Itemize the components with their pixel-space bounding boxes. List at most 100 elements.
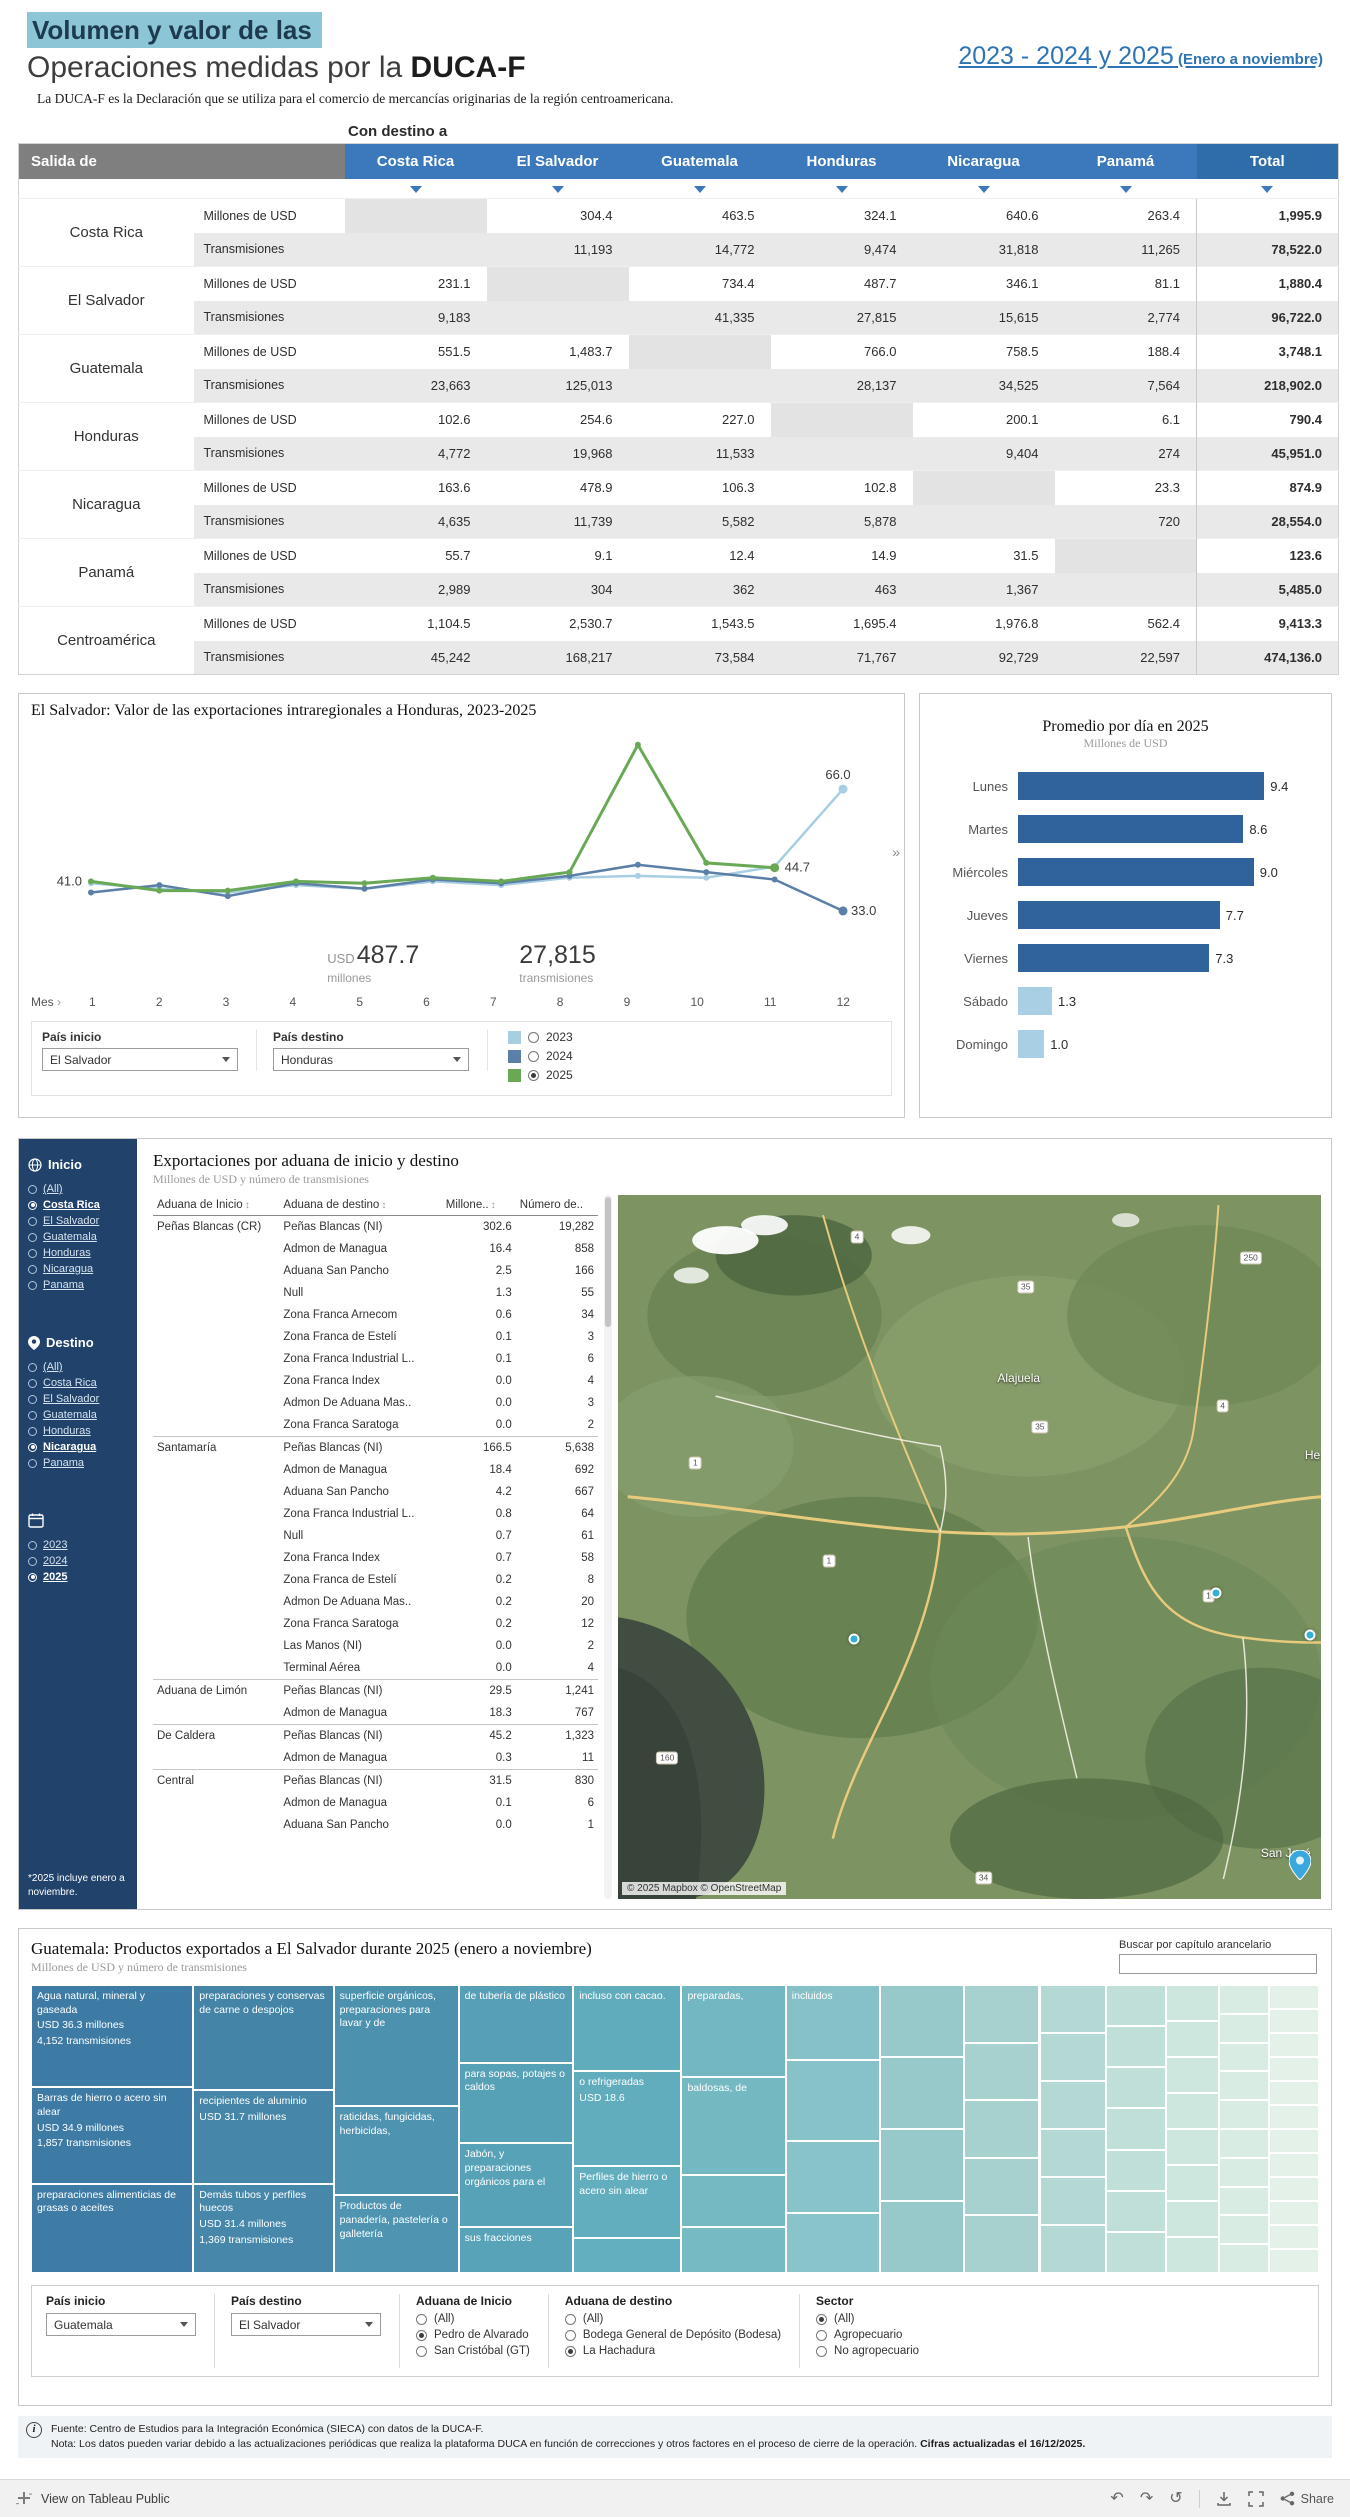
inicio-option[interactable]: (All): [28, 1183, 128, 1195]
treemap-cell[interactable]: [1219, 2187, 1269, 2216]
treemap-cell[interactable]: [1219, 2129, 1269, 2158]
treemap-cell[interactable]: [786, 2141, 880, 2213]
replay-icon[interactable]: ↺: [1169, 2491, 1182, 2507]
bar[interactable]: [1018, 772, 1264, 800]
aduana-row[interactable]: Zona Franca Saratoga0.02: [153, 1414, 598, 1437]
chapter-search-input[interactable]: [1119, 1954, 1317, 1974]
treemap-cell[interactable]: Productos de panadería, pastelería o gal…: [334, 2195, 459, 2273]
aduana-row[interactable]: Admon De Aduana Mas..0.03: [153, 1392, 598, 1414]
radio-option[interactable]: Agropecuario: [816, 2329, 919, 2341]
aduana-row[interactable]: Admon de Managua18.4692: [153, 1459, 598, 1481]
aduana-point[interactable]: [848, 1633, 859, 1644]
data-point[interactable]: [839, 785, 848, 794]
treemap-cell[interactable]: Perfiles de hierro o acero sin alear: [573, 2166, 681, 2238]
download-icon[interactable]: [1216, 2491, 1232, 2507]
data-point[interactable]: [361, 880, 367, 886]
aduana-row[interactable]: Zona Franca Index0.758: [153, 1547, 598, 1569]
inicio-option[interactable]: Nicaragua: [28, 1263, 128, 1275]
treemap-cell[interactable]: [1106, 2026, 1165, 2067]
bar[interactable]: [1018, 944, 1209, 972]
matrix-col-header[interactable]: Nicaragua: [913, 144, 1055, 180]
treemap-cell[interactable]: [681, 2175, 785, 2227]
aduana-row[interactable]: Las Manos (NI)0.02: [153, 1635, 598, 1657]
radio-option[interactable]: (All): [565, 2313, 781, 2325]
aduana-row[interactable]: Null0.761: [153, 1525, 598, 1547]
filter-arrow-icon[interactable]: [552, 186, 564, 193]
filter-arrow-icon[interactable]: [978, 186, 990, 193]
col-header-millones[interactable]: Millone..↕: [442, 1195, 516, 1216]
filter-arrow-icon[interactable]: [836, 186, 848, 193]
data-point[interactable]: [156, 882, 162, 888]
treemap-cell[interactable]: [964, 2100, 1040, 2158]
col-header-aduana-inicio[interactable]: Aduana de Inicio↕: [153, 1195, 279, 1216]
treemap-cell[interactable]: [786, 2213, 880, 2273]
aduana-point[interactable]: [1305, 1630, 1316, 1641]
treemap-cell[interactable]: [880, 1985, 964, 2057]
treemap-cell[interactable]: [1166, 2237, 1219, 2273]
aduana-row[interactable]: Admon de Managua0.16: [153, 1792, 598, 1814]
treemap-cell[interactable]: raticidas, fungicidas, herbicidas,: [334, 2106, 459, 2195]
treemap-cell[interactable]: [1269, 2201, 1319, 2225]
inicio-option[interactable]: El Salvador: [28, 1215, 128, 1227]
tm-pais-inicio-dropdown[interactable]: Guatemala: [46, 2313, 196, 2336]
matrix-col-header[interactable]: El Salvador: [487, 144, 629, 180]
data-point[interactable]: [361, 886, 367, 892]
data-point[interactable]: [635, 862, 641, 868]
treemap-cell[interactable]: [880, 2129, 964, 2201]
series-2024[interactable]: [91, 865, 843, 911]
treemap-cell[interactable]: [964, 1985, 1040, 2043]
data-point[interactable]: [293, 878, 299, 884]
destino-option[interactable]: Honduras: [28, 1425, 128, 1437]
destino-option[interactable]: Nicaragua: [28, 1441, 128, 1453]
matrix-col-header[interactable]: Panamá: [1055, 144, 1197, 180]
treemap-cell[interactable]: o refrigeradasUSD 18.6: [573, 2071, 681, 2166]
data-point[interactable]: [703, 860, 709, 866]
table-scrollbar[interactable]: [604, 1195, 612, 1899]
more-indicator[interactable]: »: [892, 844, 900, 860]
data-point[interactable]: [88, 878, 94, 884]
treemap-cell[interactable]: [1166, 2129, 1219, 2165]
data-point[interactable]: [430, 875, 436, 881]
aduana-row[interactable]: Aduana de LimónPeñas Blancas (NI)29.51,2…: [153, 1680, 598, 1703]
col-header-numero[interactable]: Número de..: [516, 1195, 598, 1216]
treemap-cell[interactable]: [1166, 2201, 1219, 2237]
data-point[interactable]: [225, 893, 231, 899]
treemap-cell[interactable]: [1219, 2244, 1269, 2273]
treemap-cell[interactable]: [964, 2215, 1040, 2273]
bar[interactable]: [1018, 815, 1243, 843]
matrix-col-header[interactable]: Costa Rica: [345, 144, 487, 180]
treemap-cell[interactable]: [1219, 1985, 1269, 2014]
treemap-cell[interactable]: [573, 2238, 681, 2273]
data-point[interactable]: [225, 888, 231, 894]
redo-icon[interactable]: ↷: [1140, 2491, 1153, 2507]
treemap-cell[interactable]: preparaciones y conservas de carne o des…: [193, 1985, 333, 2090]
fullscreen-icon[interactable]: [1248, 2491, 1264, 2507]
treemap-cell[interactable]: [1040, 2177, 1107, 2225]
treemap-cell[interactable]: [1106, 1985, 1165, 2026]
treemap-cell[interactable]: [1106, 2108, 1165, 2149]
treemap-cell[interactable]: [1269, 1985, 1319, 2009]
aduana-row[interactable]: Admon de Managua18.3767: [153, 1702, 598, 1725]
radio-option[interactable]: San Cristóbal (GT): [416, 2345, 530, 2357]
destino-option[interactable]: (All): [28, 1361, 128, 1373]
aduana-row[interactable]: Zona Franca Arnecom0.634: [153, 1304, 598, 1326]
treemap-cell[interactable]: [1219, 2158, 1269, 2187]
treemap-cell[interactable]: [964, 2158, 1040, 2216]
data-point[interactable]: [703, 875, 709, 881]
scrollbar-thumb[interactable]: [605, 1197, 611, 1327]
treemap-cell[interactable]: de tubería de plástico: [459, 1985, 574, 2063]
matrix-col-header[interactable]: Total: [1197, 144, 1339, 180]
treemap-cell[interactable]: [1219, 2071, 1269, 2100]
radio-option[interactable]: (All): [816, 2313, 919, 2325]
tm-pais-destino-dropdown[interactable]: El Salvador: [231, 2313, 381, 2336]
inicio-option[interactable]: Honduras: [28, 1247, 128, 1259]
treemap-cell[interactable]: Jabón, y preparaciones orgánicos para el: [459, 2143, 574, 2227]
treemap-cell[interactable]: recipientes de aluminioUSD 31.7 millones: [193, 2090, 333, 2184]
radio-option[interactable]: (All): [416, 2313, 530, 2325]
treemap-cell[interactable]: [1269, 2129, 1319, 2153]
treemap-cell[interactable]: incluidos: [786, 1985, 880, 2060]
data-point[interactable]: [156, 888, 162, 894]
aduana-row[interactable]: Admon De Aduana Mas..0.220: [153, 1591, 598, 1613]
treemap-cell[interactable]: sus fracciones: [459, 2227, 574, 2273]
aduana-row[interactable]: Admon de Managua0.311: [153, 1747, 598, 1770]
